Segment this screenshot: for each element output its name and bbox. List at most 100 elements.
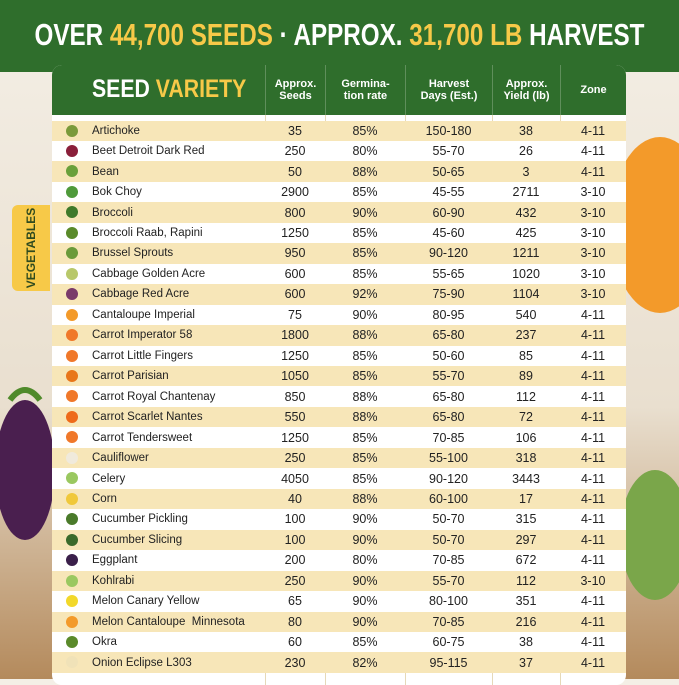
table-cell: 85% (352, 348, 378, 363)
table-cell: 85% (352, 635, 378, 650)
column-header: Approx. Yield (lb) (492, 65, 560, 115)
table-row: Melon Cantaloupe Minnesota 80 90% 70-85 216 4… (52, 611, 626, 632)
table-cell: 85% (352, 471, 378, 486)
table-cell: 1250 (281, 430, 309, 445)
title-part: OVER (35, 17, 104, 52)
column-header: Harvest Days (Est.) (405, 65, 492, 115)
variety-name: Onion Eclipse L303 (92, 656, 192, 669)
table-cell: 4-11 (580, 532, 606, 547)
table-row: Onion Eclipse L303 230 82% 95-115 37 4-11 (52, 652, 626, 673)
table-cell: 540 (515, 307, 537, 322)
table-cell: 45-55 (432, 185, 465, 200)
table-cell: 50-60 (432, 348, 465, 363)
table-cell: 3443 (512, 471, 540, 486)
table-cell: 112 (516, 389, 536, 404)
table-cell: 90-120 (429, 471, 468, 486)
table-cell: 89 (519, 369, 533, 384)
row-icon (66, 349, 78, 362)
table-cell: 70-85 (432, 553, 465, 568)
table-cell: 112 (516, 573, 536, 588)
table-cell: 3-10 (580, 226, 606, 241)
variety-name: Brussel Sprouts (92, 247, 174, 260)
row-icon (66, 533, 78, 546)
table-row: Carrot Royal Chantenay 850 88% 65-80 112 4-11 (52, 386, 626, 407)
table-cell: 90% (352, 614, 378, 629)
column-header: Zone (560, 65, 626, 115)
variety-name: Cantaloupe Imperial (92, 308, 195, 321)
variety-name: Eggplant (92, 554, 138, 567)
table-cell: 85% (352, 185, 378, 200)
table-row: Kohlrabi 250 90% 55-70 112 3-10 (52, 570, 626, 592)
table-cell: 85% (352, 369, 378, 384)
top-banner (0, 0, 679, 72)
table-cell: 55-70 (432, 573, 465, 588)
table-row: Carrot Little Fingers 1250 85% 50-60 85 4-11 (52, 345, 626, 366)
table-cell: 3-10 (580, 246, 606, 261)
table-cell: 26 (519, 144, 533, 159)
table-cell: 3-10 (580, 185, 606, 200)
variety-name: Celery (92, 472, 126, 485)
melon (610, 137, 679, 313)
table-cell: 65-80 (432, 389, 465, 404)
variety-name: Broccoli (92, 206, 133, 219)
table-cell: 50-65 (432, 164, 465, 179)
variety-name: Bean (92, 165, 119, 178)
table-cell: 50-70 (432, 512, 465, 527)
table-cell: 315 (515, 512, 537, 527)
table-row: Cucumber Slicing 100 90% 50-70 297 4-11 (52, 529, 626, 551)
table-cell: 4-11 (580, 348, 606, 363)
row-icon (66, 165, 78, 178)
heading-word: SEED (92, 75, 150, 103)
table-cell: 250 (284, 451, 306, 466)
table-cell: 4-11 (580, 164, 606, 179)
title-part: HARVEST (529, 17, 644, 52)
table-cell: 55-65 (432, 266, 465, 281)
variety-name: Melon Canary Yellow (92, 595, 200, 608)
table-cell: 200 (284, 553, 306, 568)
table-row: Corn 40 88% 60-100 17 4-11 (52, 488, 626, 510)
row-icon (66, 656, 78, 669)
table-cell: 55-100 (429, 451, 468, 466)
variety-name: Cucumber Pickling (92, 513, 188, 526)
table-cell: 4-11 (580, 410, 606, 425)
variety-name: Kohlrabi (92, 574, 135, 587)
table-row: Melon Canary Yellow 65 90% 80-100 351 4-11 (52, 591, 626, 612)
table-row: Bok Choy 2900 85% 45-55 2711 3-10 (52, 181, 626, 203)
row-icon (66, 431, 78, 444)
table-row: Bean 50 88% 50-65 3 4-11 (52, 161, 626, 182)
table-cell: 82% (352, 655, 378, 670)
table-row: Carrot Tendersweet 1250 85% 70-85 106 4-11 (52, 427, 626, 448)
table-row: Broccoli 800 90% 60-90 432 3-10 (52, 202, 626, 223)
table-cell: 55-70 (432, 144, 465, 159)
row-icon (66, 615, 78, 628)
row-icon (66, 206, 78, 219)
table-cell: 50-70 (432, 532, 465, 547)
table-row: Eggplant 200 80% 70-85 672 4-11 (52, 550, 626, 571)
table-cell: 90% (352, 573, 378, 588)
table-cell: 216 (515, 614, 537, 629)
table-cell: 600 (284, 266, 306, 281)
table-cell: 432 (515, 205, 537, 220)
table-cell: 90% (352, 205, 378, 220)
table-cell: 38 (519, 635, 533, 650)
table-cell: 72 (519, 410, 533, 425)
table-cell: 4-11 (580, 389, 606, 404)
table-cell: 70-85 (432, 614, 465, 629)
table-cell: 37 (519, 655, 533, 670)
table-cell: 92% (352, 287, 378, 302)
table-cell: 100 (284, 512, 306, 527)
table-cell: 600 (284, 287, 306, 302)
row-icon (66, 554, 78, 567)
table-row: Cabbage Red Acre 600 92% 75-90 1104 3-10 (52, 284, 626, 305)
heading-word: VARIETY (155, 75, 247, 103)
table-cell: 250 (284, 144, 306, 159)
table-cell: 1020 (512, 266, 540, 281)
row-icon (66, 472, 78, 485)
row-icon (66, 247, 78, 260)
table-cell: 4-11 (580, 307, 606, 322)
title-part: 31,700 LB (409, 17, 522, 52)
variety-name: Carrot Royal Chantenay (92, 390, 216, 403)
variety-name: Broccoli Raab, Rapini (92, 227, 203, 240)
table-cell: 85% (352, 430, 378, 445)
